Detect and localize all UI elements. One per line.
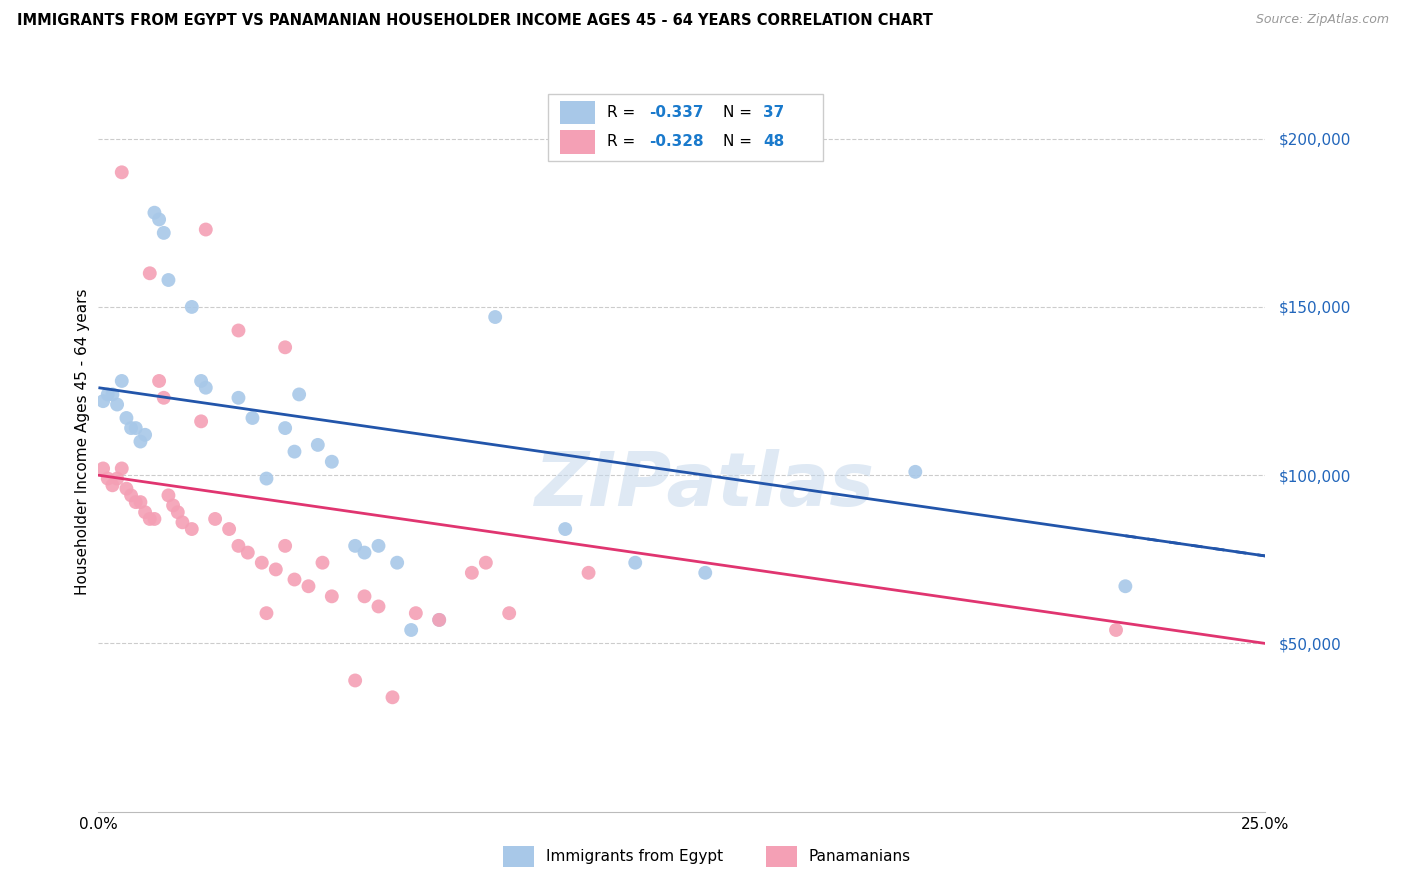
Point	[129, 495, 152, 509]
Point	[190, 414, 212, 428]
Point	[242, 411, 264, 425]
Point	[353, 546, 375, 560]
Point	[152, 226, 174, 240]
Y-axis label: Householder Income Ages 45 - 64 years: Householder Income Ages 45 - 64 years	[75, 288, 90, 595]
Point	[129, 434, 152, 449]
Point	[97, 387, 120, 401]
Point	[274, 539, 297, 553]
Text: N =: N =	[723, 135, 756, 149]
Text: IMMIGRANTS FROM EGYPT VS PANAMANIAN HOUSEHOLDER INCOME AGES 45 - 64 YEARS CORREL: IMMIGRANTS FROM EGYPT VS PANAMANIAN HOUS…	[17, 13, 932, 29]
Point	[162, 499, 184, 513]
Point	[307, 438, 329, 452]
Text: 48: 48	[763, 135, 785, 149]
Point	[274, 421, 297, 435]
Point	[344, 539, 367, 553]
Point	[367, 599, 389, 614]
Point	[134, 427, 156, 442]
Point	[105, 398, 128, 412]
Point	[101, 387, 124, 401]
Point	[578, 566, 600, 580]
Point	[125, 421, 148, 435]
Text: R =: R =	[607, 135, 641, 149]
Point	[143, 205, 166, 219]
Point	[427, 613, 450, 627]
Point	[283, 573, 305, 587]
Point	[236, 546, 259, 560]
Point	[344, 673, 367, 688]
Point	[321, 455, 343, 469]
Point	[139, 266, 162, 280]
Point	[695, 566, 717, 580]
Point	[399, 623, 422, 637]
Point	[139, 512, 162, 526]
Point	[148, 212, 170, 227]
Text: ZIPatlas: ZIPatlas	[536, 450, 876, 523]
Point	[180, 300, 202, 314]
Point	[180, 522, 202, 536]
Point	[256, 471, 278, 485]
Point	[218, 522, 240, 536]
Point	[134, 505, 156, 519]
Text: Source: ZipAtlas.com: Source: ZipAtlas.com	[1256, 13, 1389, 27]
Point	[91, 461, 114, 475]
Point	[194, 381, 217, 395]
Point	[475, 556, 498, 570]
Point	[111, 374, 134, 388]
Text: Panamanians: Panamanians	[808, 849, 911, 863]
Point	[904, 465, 927, 479]
Text: R =: R =	[607, 105, 641, 120]
Point	[1105, 623, 1128, 637]
Point	[624, 556, 647, 570]
Point	[120, 421, 142, 435]
Point	[97, 471, 120, 485]
Point	[321, 590, 343, 604]
Point	[288, 387, 311, 401]
Point	[157, 488, 180, 502]
Point	[427, 613, 450, 627]
Text: -0.337: -0.337	[650, 105, 704, 120]
Point	[353, 590, 375, 604]
Point	[91, 394, 114, 409]
Point	[152, 391, 174, 405]
Point	[381, 690, 404, 705]
Point	[115, 482, 138, 496]
Text: Immigrants from Egypt: Immigrants from Egypt	[546, 849, 723, 863]
Point	[554, 522, 576, 536]
Point	[105, 471, 128, 485]
Point	[143, 512, 166, 526]
Point	[385, 556, 408, 570]
Point	[250, 556, 273, 570]
Point	[111, 461, 134, 475]
Point	[228, 391, 250, 405]
Text: N =: N =	[723, 105, 756, 120]
Point	[228, 324, 250, 338]
Point	[194, 222, 217, 236]
Point	[367, 539, 389, 553]
Point	[311, 556, 333, 570]
Text: 37: 37	[763, 105, 785, 120]
Point	[283, 444, 305, 458]
Point	[256, 606, 278, 620]
Point	[228, 539, 250, 553]
Text: -0.328: -0.328	[650, 135, 704, 149]
Point	[461, 566, 484, 580]
Point	[274, 340, 297, 354]
Point	[101, 478, 124, 492]
Point	[190, 374, 212, 388]
Point	[264, 562, 287, 576]
Point	[148, 374, 170, 388]
Point	[166, 505, 188, 519]
Point	[115, 411, 138, 425]
Point	[172, 516, 194, 530]
Point	[1114, 579, 1136, 593]
Point	[204, 512, 226, 526]
Point	[120, 488, 142, 502]
Point	[157, 273, 180, 287]
Point	[405, 606, 427, 620]
Point	[498, 606, 520, 620]
Point	[297, 579, 319, 593]
Point	[125, 495, 148, 509]
Point	[111, 165, 134, 179]
Point	[484, 310, 506, 324]
